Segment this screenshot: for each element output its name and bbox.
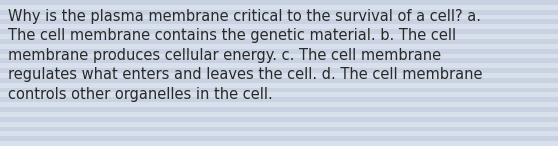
Bar [0,58,558,63]
Bar [0,63,558,68]
Bar [0,78,558,83]
Bar [0,5,558,10]
Bar [0,122,558,127]
Bar [0,141,558,146]
Bar [0,73,558,78]
Bar [0,107,558,112]
Bar [0,44,558,49]
Bar [0,136,558,141]
Bar [0,34,558,39]
Bar [0,102,558,107]
Text: Why is the plasma membrane critical to the survival of a cell? a.
The cell membr: Why is the plasma membrane critical to t… [8,9,483,102]
Bar [0,24,558,29]
Bar [0,88,558,92]
Bar [0,49,558,54]
Bar [0,15,558,19]
Bar [0,19,558,24]
Bar [0,127,558,131]
Bar [0,112,558,117]
Bar [0,117,558,122]
Bar [0,0,558,5]
Bar [0,131,558,136]
Bar [0,29,558,34]
Bar [0,39,558,44]
Bar [0,10,558,15]
Bar [0,92,558,97]
Bar [0,68,558,73]
Bar [0,97,558,102]
Bar [0,54,558,58]
Bar [0,83,558,88]
